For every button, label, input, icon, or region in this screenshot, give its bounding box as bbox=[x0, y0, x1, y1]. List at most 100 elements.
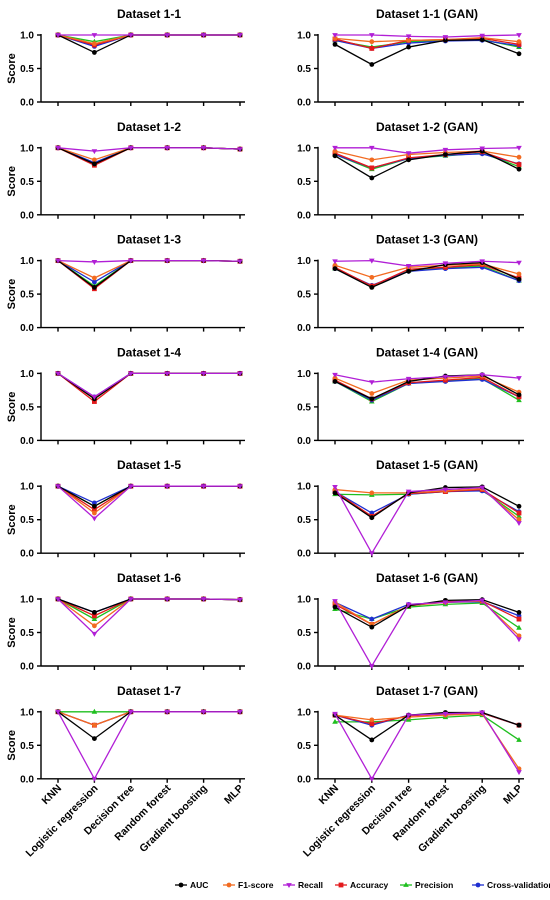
series-line-f1-score bbox=[57, 711, 240, 726]
point-auc bbox=[406, 268, 411, 274]
point-recall bbox=[55, 145, 61, 151]
legend-label: F1-score bbox=[238, 880, 274, 890]
point-recall bbox=[128, 371, 134, 377]
point-recall bbox=[200, 371, 207, 377]
series-line-recall bbox=[335, 147, 520, 154]
point-accuracy bbox=[369, 165, 375, 171]
series-line-cross-validation bbox=[57, 598, 241, 614]
point-accuracy bbox=[369, 721, 375, 727]
point-recall bbox=[516, 260, 522, 266]
point-recall bbox=[200, 33, 207, 38]
point-recall bbox=[332, 599, 338, 605]
point-auc bbox=[92, 285, 97, 290]
point-f1-score bbox=[516, 517, 522, 523]
series-line-cross-validation bbox=[334, 378, 520, 401]
legend: AUC F1-score Recall Accuracy Precision Cross-… bbox=[175, 880, 550, 890]
series-line-f1-score bbox=[57, 485, 240, 514]
legend-marker bbox=[338, 882, 344, 888]
panel-title: Dataset 1-3 bbox=[117, 233, 181, 247]
series-line-f1-score bbox=[57, 147, 241, 161]
series-line-auc bbox=[334, 39, 520, 66]
y-tick-label: 0.0 bbox=[297, 323, 311, 334]
point-f1-score bbox=[369, 39, 375, 45]
point-accuracy bbox=[516, 616, 522, 622]
series-line-accuracy bbox=[57, 711, 240, 726]
legend-item: Cross-validation bbox=[472, 880, 550, 890]
y-tick-label: 1.0 bbox=[20, 143, 34, 154]
point-recall bbox=[405, 34, 412, 40]
y-axis-label: Score bbox=[6, 166, 18, 197]
point-f1-score bbox=[369, 391, 375, 396]
series-line-recall bbox=[57, 598, 241, 635]
point-auc bbox=[516, 392, 522, 398]
series-line-cross-validation bbox=[57, 34, 240, 48]
point-precision bbox=[516, 513, 522, 519]
y-axis-label: Score bbox=[6, 617, 18, 648]
point-recall bbox=[405, 151, 412, 157]
chart-panel: Dataset 1-2 (GAN) 0.0 0.5 1.0 bbox=[297, 120, 524, 221]
point-auc bbox=[332, 266, 338, 272]
point-auc bbox=[479, 37, 485, 43]
point-auc bbox=[92, 503, 97, 509]
point-recall bbox=[516, 376, 522, 382]
series-line-auc bbox=[334, 261, 520, 289]
chart-panel: Dataset 1-6 Score 0.0 0.5 1.0 bbox=[6, 571, 245, 673]
point-auc bbox=[406, 157, 411, 163]
point-recall bbox=[442, 261, 449, 267]
y-tick-label: 0.0 bbox=[297, 436, 311, 447]
point-recall bbox=[237, 484, 243, 490]
point-accuracy bbox=[92, 399, 97, 404]
series-line-f1-score bbox=[57, 598, 241, 627]
chart-panel: Dataset 1-6 (GAN) 0.0 0.5 1.0 bbox=[297, 571, 524, 673]
series-line-recall bbox=[335, 34, 520, 38]
point-recall bbox=[442, 147, 449, 153]
series-line-cross-validation bbox=[57, 259, 241, 283]
series-line-f1-score bbox=[57, 259, 241, 279]
point-f1-score bbox=[332, 35, 338, 41]
point-recall bbox=[479, 598, 485, 604]
point-recall bbox=[128, 709, 134, 715]
point-auc bbox=[516, 722, 522, 728]
y-tick-label: 0.5 bbox=[20, 402, 34, 413]
point-auc bbox=[516, 276, 522, 282]
point-recall bbox=[91, 33, 98, 38]
point-f1-score bbox=[332, 262, 338, 268]
series-line-auc bbox=[334, 150, 520, 179]
point-recall bbox=[332, 484, 338, 490]
x-tick-label: Gradient boosting bbox=[416, 782, 488, 854]
y-tick-label: 1.0 bbox=[20, 31, 34, 42]
y-tick-label: 1.0 bbox=[297, 707, 311, 718]
panel-title: Dataset 1-2 (GAN) bbox=[376, 120, 478, 134]
point-accuracy bbox=[516, 510, 522, 516]
point-recall bbox=[164, 371, 170, 377]
series-line-accuracy bbox=[334, 488, 520, 518]
x-tick-label: MLP bbox=[501, 782, 525, 806]
point-recall bbox=[200, 709, 207, 715]
series-line-auc bbox=[334, 374, 520, 400]
point-recall bbox=[442, 374, 449, 380]
y-tick-label: 0.5 bbox=[297, 741, 311, 752]
y-tick-label: 0.5 bbox=[20, 290, 34, 301]
point-recall bbox=[164, 709, 170, 715]
point-auc bbox=[92, 50, 97, 55]
point-recall bbox=[332, 259, 338, 265]
point-f1-score bbox=[92, 275, 97, 281]
chart-panel: Dataset 1-4 Score 0.0 0.5 1.0 bbox=[6, 345, 245, 447]
point-accuracy bbox=[516, 41, 522, 47]
point-auc bbox=[332, 153, 338, 159]
point-recall bbox=[55, 33, 61, 38]
legend-marker bbox=[178, 882, 184, 888]
chart-panel: Dataset 1-1 (GAN) 0.0 0.5 1.0 bbox=[297, 7, 524, 109]
y-tick-label: 0.5 bbox=[297, 402, 311, 413]
point-recall bbox=[91, 776, 98, 782]
y-tick-label: 1.0 bbox=[297, 143, 311, 154]
y-tick-label: 1.0 bbox=[20, 595, 34, 606]
legend-marker bbox=[475, 882, 481, 888]
point-f1-score bbox=[332, 148, 338, 154]
series-line-precision bbox=[334, 489, 520, 517]
point-precision bbox=[516, 736, 522, 742]
y-axis-label: Score bbox=[6, 730, 18, 761]
point-recall bbox=[237, 597, 243, 603]
point-auc bbox=[332, 604, 338, 610]
point-auc bbox=[92, 736, 97, 741]
